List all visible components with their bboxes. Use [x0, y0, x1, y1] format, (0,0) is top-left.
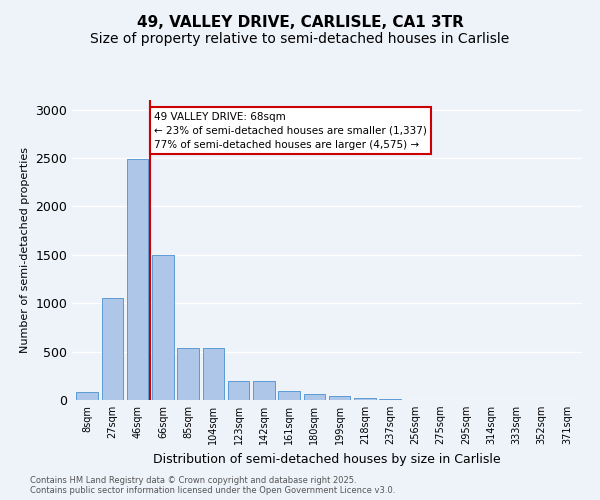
Text: Contains HM Land Registry data © Crown copyright and database right 2025.
Contai: Contains HM Land Registry data © Crown c…: [30, 476, 395, 495]
Bar: [203, 348, 224, 400]
Bar: [278, 392, 300, 400]
Bar: [127, 159, 148, 400]
Bar: [152, 255, 173, 400]
Bar: [178, 348, 199, 400]
Bar: [304, 394, 325, 400]
Bar: [379, 399, 401, 400]
X-axis label: Distribution of semi-detached houses by size in Carlisle: Distribution of semi-detached houses by …: [153, 452, 501, 466]
Y-axis label: Number of semi-detached properties: Number of semi-detached properties: [20, 147, 30, 353]
Bar: [329, 396, 350, 400]
Text: Size of property relative to semi-detached houses in Carlisle: Size of property relative to semi-detach…: [91, 32, 509, 46]
Bar: [101, 298, 123, 400]
Text: 49, VALLEY DRIVE, CARLISLE, CA1 3TR: 49, VALLEY DRIVE, CARLISLE, CA1 3TR: [137, 15, 463, 30]
Bar: [228, 380, 250, 400]
Text: 49 VALLEY DRIVE: 68sqm
← 23% of semi-detached houses are smaller (1,337)
77% of : 49 VALLEY DRIVE: 68sqm ← 23% of semi-det…: [154, 112, 427, 150]
Bar: [76, 392, 98, 400]
Bar: [354, 398, 376, 400]
Bar: [253, 380, 275, 400]
